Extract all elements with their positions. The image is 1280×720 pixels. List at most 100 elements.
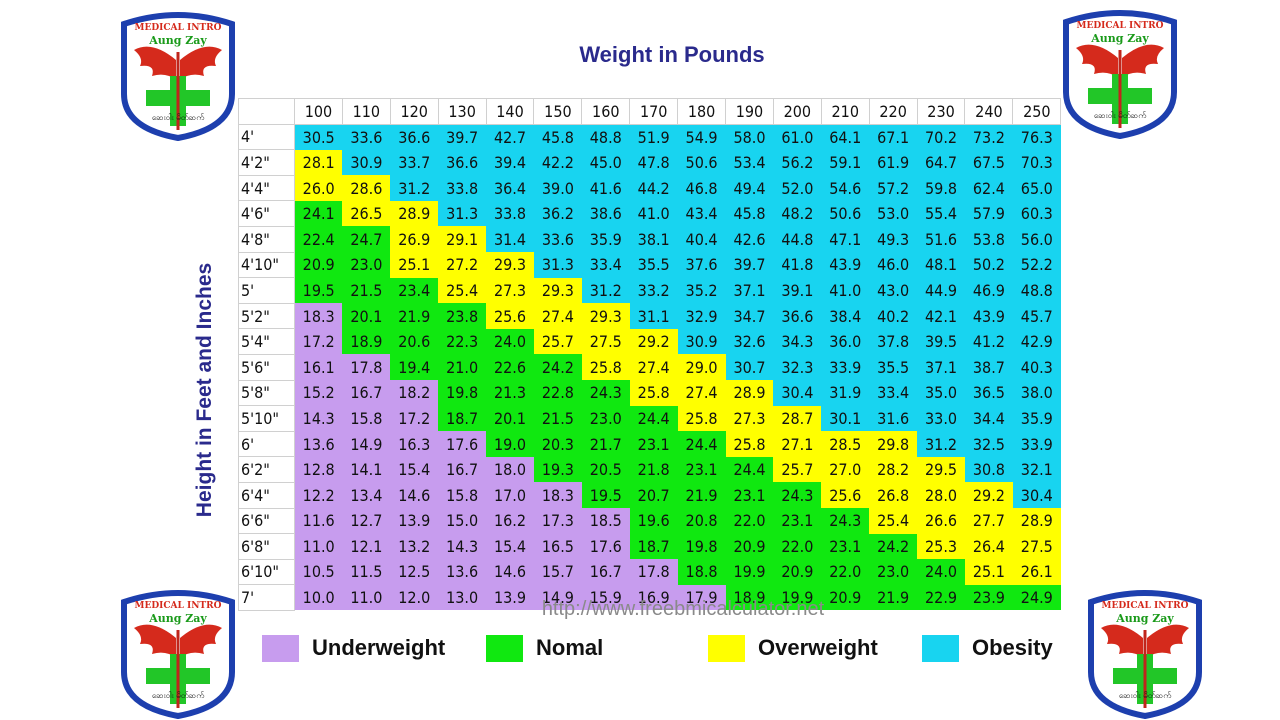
- bmi-cell: 20.9: [294, 252, 343, 278]
- bmi-cell: 19.0: [486, 431, 534, 457]
- bmi-cell: 22.6: [486, 354, 534, 381]
- table-row: 4'10" 20.9 23.0 25.1 27.2 29.3 31.3 33.4 35.5 37.…: [238, 251, 1061, 279]
- bmi-cell: 16.9: [629, 584, 678, 611]
- bmi-cell: 43.0: [869, 277, 918, 304]
- bmi-cell: 13.9: [390, 508, 439, 534]
- bmi-cell: 38.6: [581, 200, 630, 227]
- bmi-cell: 23.0: [342, 252, 391, 278]
- bmi-cell: 17.9: [677, 584, 726, 611]
- bmi-cell: 33.4: [581, 252, 630, 278]
- bmi-cell: 41.6: [581, 175, 630, 201]
- bmi-cell: 38.1: [629, 226, 678, 253]
- bmi-cell: 45.8: [725, 200, 774, 227]
- bmi-cell: 18.9: [725, 584, 774, 611]
- bmi-cell: 35.5: [869, 354, 918, 381]
- bmi-cell: 76.3: [1012, 124, 1061, 150]
- bmi-cell: 23.1: [821, 533, 870, 560]
- logo-name: Aung Zay: [148, 34, 207, 47]
- bmi-cell: 24.3: [821, 508, 870, 534]
- bmi-cell: 12.1: [342, 533, 391, 560]
- bmi-cell: 36.0: [821, 328, 870, 355]
- bmi-cell: 18.9: [342, 328, 391, 355]
- bmi-cell: 25.4: [869, 508, 918, 534]
- table-row: 5'6" 16.1 17.8 19.4 21.0 22.6 24.2 25.8 27.4 29.0…: [238, 353, 1061, 381]
- table-row: 4'8" 22.4 24.7 26.9 29.1 31.4 33.6 35.9 38.1 40.4…: [238, 225, 1061, 253]
- bmi-cell: 28.7: [773, 405, 822, 432]
- logo-bottom: ဆေးဝါး မိတ်ဆက်: [1119, 690, 1171, 700]
- title: Weight in Pounds: [579, 42, 765, 67]
- bmi-cell: 29.2: [964, 482, 1013, 508]
- bmi-cell: 24.0: [917, 559, 965, 585]
- bmi-cell: 17.0: [486, 482, 534, 508]
- bmi-cell: 24.3: [773, 482, 822, 508]
- row-label: 4'4": [238, 174, 295, 202]
- bmi-cell: 25.8: [581, 354, 630, 381]
- column-header: 140: [485, 98, 535, 125]
- table-row: 5' 19.5 21.5 23.4 25.4 27.3 29.3 31.2 33.2 35.2 37…: [238, 277, 1061, 304]
- bmi-cell: 31.2: [917, 431, 965, 457]
- bmi-cell: 13.2: [390, 533, 439, 560]
- table-row: 5'10" 14.3 15.8 17.2 18.7 20.1 21.5 23.0 24.4 25.…: [238, 405, 1061, 432]
- bmi-cell: 19.4: [390, 354, 439, 381]
- bmi-cell: 22.0: [821, 559, 870, 585]
- bmi-cell: 21.8: [629, 456, 678, 483]
- bmi-cell: 21.3: [486, 380, 534, 406]
- logo-wing: [134, 46, 176, 80]
- bmi-cell: 30.9: [342, 149, 391, 176]
- bmi-cell: 26.8: [869, 482, 918, 508]
- bmi-cell: 26.1: [1012, 559, 1061, 585]
- bmi-cell: 27.5: [581, 328, 630, 355]
- bmi-cell: 24.1: [294, 200, 343, 227]
- bmi-cell: 30.4: [773, 380, 822, 406]
- bmi-cell: 15.4: [486, 533, 534, 560]
- legend-item: Nomal: [486, 634, 603, 662]
- bmi-cell: 31.6: [869, 405, 918, 432]
- logo-name: Aung Zay: [1090, 32, 1149, 45]
- bmi-cell: 23.4: [390, 277, 439, 304]
- bmi-cell: 37.1: [917, 354, 965, 381]
- source-url: http://www.freebmicalculator.net: [541, 598, 825, 620]
- bmi-cell: 17.6: [581, 533, 630, 560]
- bmi-cell: 14.6: [486, 559, 534, 585]
- bmi-cell: 37.1: [725, 277, 774, 304]
- bmi-cell: 12.5: [390, 559, 439, 585]
- bmi-cell: 57.9: [964, 200, 1013, 227]
- bmi-cell: 70.3: [1012, 149, 1061, 176]
- bmi-cell: 21.0: [438, 354, 487, 381]
- bmi-cell: 20.5: [581, 456, 630, 483]
- bmi-cell: 29.1: [438, 226, 487, 253]
- row-label: 6'2": [238, 456, 295, 483]
- column-header: 180: [677, 98, 727, 125]
- bmi-cell: 28.9: [390, 200, 439, 227]
- column-header: 100: [294, 98, 343, 125]
- bmi-cell: 39.4: [486, 149, 534, 176]
- table-row: 5'2" 18.3 20.1 21.9 23.8 25.6 27.4 29.3 31.1 32.9…: [238, 302, 1061, 330]
- bmi-cell: 67.1: [869, 124, 918, 150]
- bmi-cell: 25.8: [677, 405, 726, 432]
- logo-top: MEDICAL INTRO: [1102, 601, 1189, 611]
- bmi-cell: 21.9: [677, 482, 726, 508]
- bmi-cell: 24.4: [725, 456, 774, 483]
- table-row: 4' 30.5 33.6 36.6 39.7 42.7 45.8 48.8 51.9 54.9 58…: [238, 123, 1061, 151]
- row-label: 5'10": [238, 405, 295, 432]
- column-header: 130: [437, 98, 487, 125]
- bmi-cell: 26.0: [294, 175, 343, 201]
- bmi-cell: 18.5: [581, 508, 630, 534]
- bmi-cell: 43.4: [677, 200, 726, 227]
- bmi-cell: 22.9: [917, 584, 965, 611]
- bmi-cell: 21.5: [342, 277, 391, 304]
- bmi-cell: 20.1: [342, 303, 391, 329]
- bmi-cell: 14.6: [390, 482, 439, 508]
- bmi-cell: 40.4: [677, 226, 726, 253]
- bmi-cell: 64.7: [917, 149, 965, 176]
- bmi-cell: 46.9: [964, 277, 1013, 304]
- bmi-cell: 14.3: [294, 405, 343, 432]
- bmi-cell: 23.8: [438, 303, 487, 329]
- bmi-cell: 24.9: [1012, 584, 1061, 611]
- bmi-cell: 24.3: [581, 380, 630, 406]
- bmi-cell: 10.5: [294, 559, 343, 585]
- logo-wing: [1147, 624, 1189, 658]
- bmi-cell: 53.0: [869, 200, 918, 227]
- bmi-cell: 51.9: [629, 124, 678, 150]
